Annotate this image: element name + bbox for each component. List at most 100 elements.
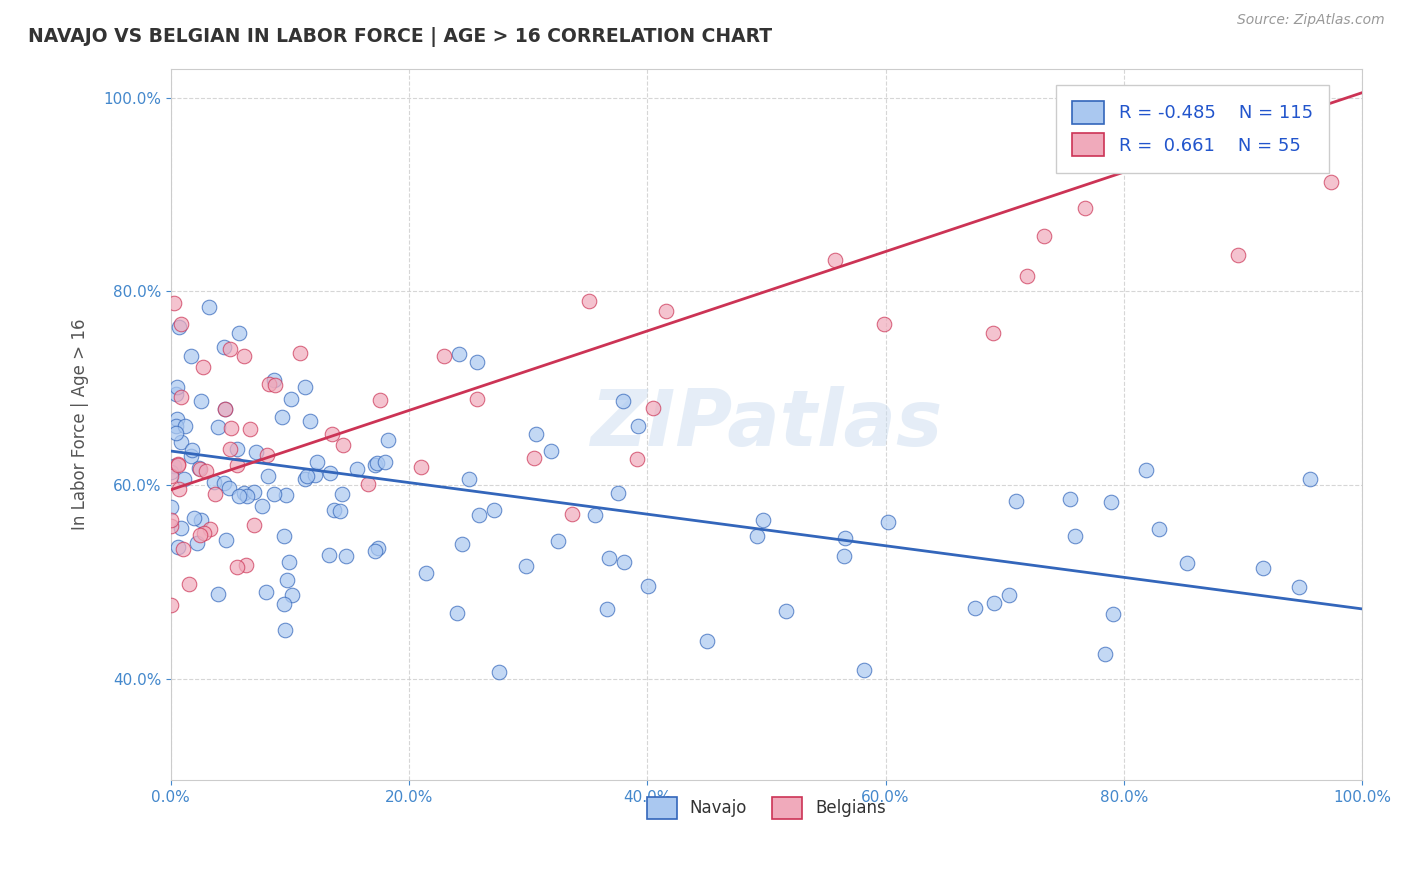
- Point: [1198, 157, 1220, 171]
- Point: [263, 373, 285, 387]
- Point: [1004, 494, 1026, 508]
- Point: [1015, 269, 1038, 284]
- Point: [256, 469, 278, 483]
- Point: [637, 579, 659, 593]
- Point: [482, 503, 505, 517]
- Point: [170, 521, 193, 535]
- Point: [1101, 607, 1123, 622]
- Point: [366, 456, 388, 470]
- Point: [274, 488, 297, 502]
- Point: [983, 596, 1005, 610]
- Point: [876, 516, 898, 530]
- Point: [295, 469, 318, 483]
- Point: [226, 560, 249, 574]
- Point: [204, 487, 226, 501]
- Point: [207, 419, 229, 434]
- Text: Source: ZipAtlas.com: Source: ZipAtlas.com: [1237, 13, 1385, 28]
- Point: [346, 462, 368, 476]
- Point: [160, 500, 183, 515]
- Point: [319, 466, 342, 480]
- Point: [195, 464, 218, 478]
- Point: [1226, 247, 1249, 261]
- Point: [276, 574, 298, 588]
- Point: [160, 598, 183, 612]
- Point: [523, 450, 546, 465]
- Point: [364, 544, 387, 558]
- Text: ZIPatlas: ZIPatlas: [591, 386, 942, 462]
- Point: [745, 529, 768, 543]
- Point: [235, 558, 257, 572]
- Point: [228, 326, 250, 341]
- Point: [166, 380, 188, 394]
- Point: [626, 452, 648, 467]
- Point: [190, 394, 212, 409]
- Text: NAVAJO VS BELGIAN IN LABOR FORCE | AGE > 16 CORRELATION CHART: NAVAJO VS BELGIAN IN LABOR FORCE | AGE >…: [28, 27, 772, 46]
- Point: [190, 513, 212, 527]
- Point: [193, 526, 215, 541]
- Point: [450, 537, 472, 551]
- Point: [1059, 492, 1081, 507]
- Point: [180, 449, 202, 463]
- Point: [981, 326, 1004, 341]
- Point: [515, 558, 537, 573]
- Point: [214, 340, 236, 354]
- Point: [1298, 472, 1320, 486]
- Point: [305, 455, 328, 469]
- Point: [335, 549, 357, 564]
- Point: [163, 296, 186, 310]
- Point: [218, 482, 240, 496]
- Point: [256, 448, 278, 462]
- Point: [259, 376, 281, 391]
- Point: [299, 414, 322, 428]
- Point: [824, 253, 846, 268]
- Point: [273, 529, 295, 543]
- Point: [627, 418, 650, 433]
- Point: [165, 387, 187, 401]
- Point: [1099, 495, 1122, 509]
- Point: [177, 577, 200, 591]
- Point: [357, 477, 380, 491]
- Point: [873, 317, 896, 331]
- Point: [524, 426, 547, 441]
- Point: [188, 461, 211, 475]
- Point: [1135, 463, 1157, 477]
- Point: [449, 346, 471, 360]
- Point: [167, 482, 190, 496]
- Point: [232, 486, 254, 500]
- Point: [273, 597, 295, 611]
- Point: [1288, 580, 1310, 594]
- Y-axis label: In Labor Force | Age > 16: In Labor Force | Age > 16: [72, 318, 89, 530]
- Point: [468, 508, 491, 523]
- Point: [273, 623, 295, 637]
- Point: [160, 513, 183, 527]
- Point: [245, 445, 267, 459]
- Point: [1074, 201, 1097, 215]
- Point: [1251, 561, 1274, 575]
- Point: [239, 422, 262, 436]
- Point: [207, 587, 229, 601]
- Point: [202, 475, 225, 489]
- Point: [254, 585, 277, 599]
- Point: [294, 472, 316, 486]
- Point: [1033, 228, 1056, 243]
- Point: [578, 293, 600, 308]
- Point: [330, 487, 353, 501]
- Point: [294, 379, 316, 393]
- Point: [1177, 556, 1199, 570]
- Point: [160, 468, 183, 483]
- Point: [167, 457, 190, 471]
- Point: [322, 503, 344, 517]
- Point: [998, 588, 1021, 602]
- Point: [367, 541, 389, 555]
- Point: [832, 549, 855, 563]
- Point: [167, 320, 190, 334]
- Point: [583, 508, 606, 522]
- Point: [1094, 647, 1116, 661]
- Point: [170, 318, 193, 332]
- Point: [446, 606, 468, 620]
- Point: [852, 663, 875, 677]
- Point: [180, 350, 202, 364]
- Point: [174, 418, 197, 433]
- Point: [214, 401, 236, 416]
- Point: [232, 349, 254, 363]
